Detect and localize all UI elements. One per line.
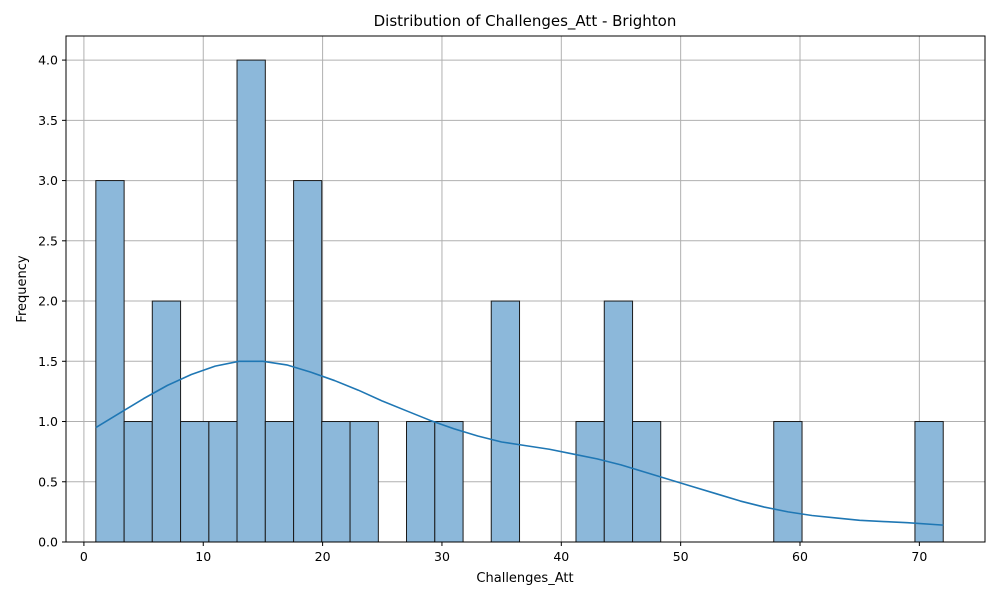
histogram-bar bbox=[95, 180, 125, 543]
histogram-bar bbox=[490, 300, 521, 543]
x-tick-label: 60 bbox=[792, 549, 808, 564]
y-tick-label: 3.0 bbox=[38, 173, 58, 188]
chart-title: Distribution of Challenges_Att - Brighto… bbox=[374, 12, 677, 31]
x-tick-label: 70 bbox=[911, 549, 927, 564]
histogram-bar bbox=[293, 180, 323, 543]
histogram-bar bbox=[236, 59, 266, 543]
histogram-bar bbox=[349, 421, 379, 543]
histogram-bar bbox=[434, 421, 464, 543]
x-axis-ticks: 0 10 20 30 40 50 60 70 bbox=[80, 542, 927, 564]
histogram-bar bbox=[632, 421, 662, 543]
histogram-bar bbox=[123, 421, 153, 543]
histogram-bar bbox=[321, 421, 351, 543]
histogram-bar bbox=[151, 300, 182, 543]
y-tick-label: 2.5 bbox=[38, 233, 58, 248]
y-tick-label: 1.5 bbox=[38, 354, 58, 369]
x-tick-label: 30 bbox=[434, 549, 450, 564]
kde-curve bbox=[95, 360, 944, 526]
histogram-bar bbox=[180, 421, 210, 543]
y-axis-label: Frequency bbox=[15, 255, 30, 322]
x-tick-label: 10 bbox=[195, 549, 211, 564]
y-tick-label: 0.0 bbox=[38, 535, 58, 550]
histogram-bar bbox=[264, 421, 295, 543]
x-tick-label: 0 bbox=[80, 549, 88, 564]
axes-frame bbox=[65, 35, 986, 543]
y-tick-label: 0.5 bbox=[38, 474, 58, 489]
histogram-bar bbox=[603, 300, 634, 543]
y-tick-label: 2.0 bbox=[38, 294, 58, 309]
x-tick-label: 40 bbox=[553, 549, 569, 564]
x-tick-label: 20 bbox=[315, 549, 331, 564]
x-tick-label: 50 bbox=[673, 549, 689, 564]
y-tick-label: 3.5 bbox=[38, 113, 58, 128]
y-tick-label: 4.0 bbox=[38, 53, 58, 68]
kde-curve-group bbox=[95, 360, 944, 526]
histogram-bar bbox=[575, 421, 605, 543]
histogram-bars bbox=[95, 59, 944, 543]
x-axis-label: Challenges_Att bbox=[476, 571, 573, 586]
y-axis-ticks: 0.0 0.5 1.0 1.5 2.0 2.5 3.0 3.5 4.0 bbox=[38, 53, 66, 550]
histogram-bar bbox=[406, 421, 436, 543]
y-tick-label: 1.0 bbox=[38, 414, 58, 429]
histogram-bar bbox=[773, 421, 803, 543]
histogram-bar bbox=[208, 421, 238, 543]
